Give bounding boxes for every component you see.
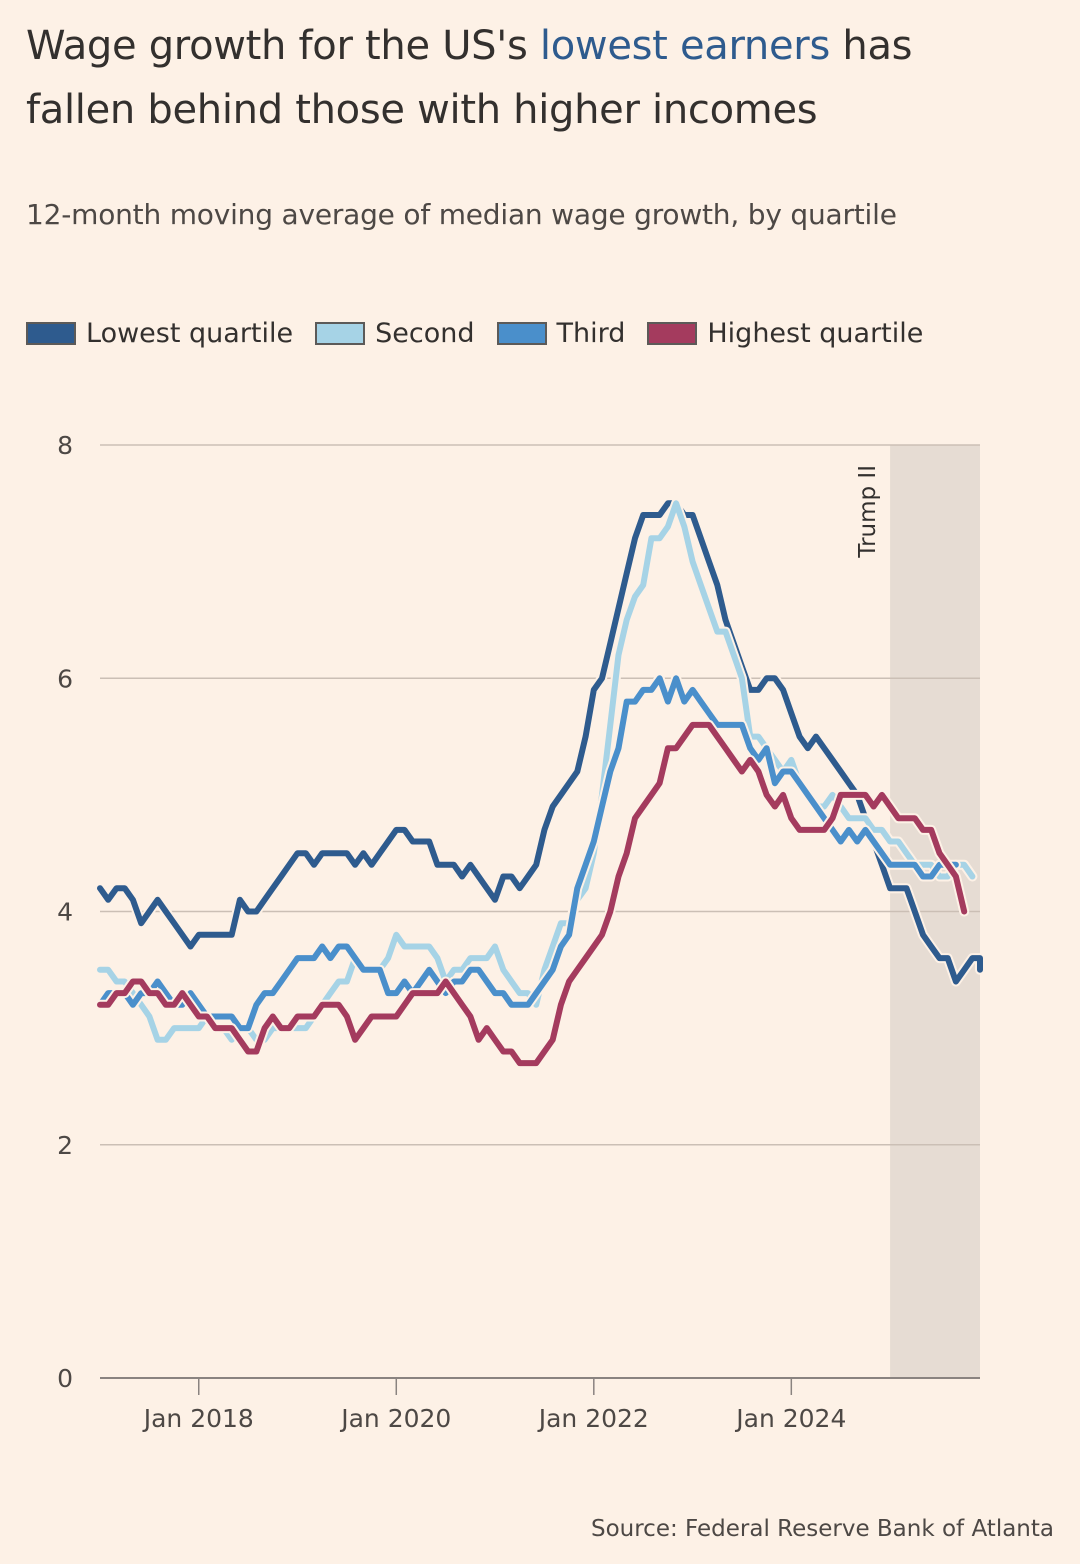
x-tick-label-2022-01: Jan 2022 xyxy=(537,1404,649,1433)
source-note: Source: Federal Reserve Bank of Atlanta xyxy=(590,1516,1054,1542)
y-tick-label-4: 4 xyxy=(57,898,73,927)
y-tick-label-0: 0 xyxy=(57,1364,73,1393)
legend-item-second: Second xyxy=(315,318,475,349)
series-line-highest xyxy=(97,721,968,1067)
title-part-2: has fallen behind those with higher inco… xyxy=(26,23,913,133)
series-line-third xyxy=(97,675,959,1032)
legend-swatch-third xyxy=(496,322,547,345)
legend-label-second: Second xyxy=(375,318,475,349)
title-highlight-lowest-earners: lowest earners xyxy=(539,23,830,69)
series-halo-lowest xyxy=(95,498,985,987)
annotation-label-trump-ii: Trump II xyxy=(855,465,881,559)
x-tick-label-2018-01: Jan 2018 xyxy=(142,1404,254,1433)
legend-item-third: Third xyxy=(496,318,626,349)
legend-swatch-second xyxy=(315,322,366,345)
title-part-1: Wage growth for the US's xyxy=(26,23,540,69)
legend-item-highest: Highest quartile xyxy=(647,318,923,349)
chart-subtitle: 12-month moving average of median wage g… xyxy=(26,198,897,231)
legend-swatch-lowest xyxy=(26,322,76,345)
y-tick-label-6: 6 xyxy=(57,664,73,693)
x-tick-label-2024-01: Jan 2024 xyxy=(734,1404,846,1433)
legend: Lowest quartile Second Third Highest qua… xyxy=(26,318,945,349)
series-line-lowest xyxy=(97,500,983,985)
legend-item-lowest: Lowest quartile xyxy=(26,318,293,349)
series-halo-third xyxy=(95,673,961,1034)
y-tick-label-2: 2 xyxy=(57,1131,73,1160)
legend-swatch-highest xyxy=(647,322,698,345)
chart-title: Wage growth for the US's lowest earners … xyxy=(26,14,1026,142)
legend-label-third: Third xyxy=(556,318,626,349)
y-tick-label-8: 8 xyxy=(57,431,73,460)
legend-label-lowest: Lowest quartile xyxy=(86,318,294,349)
x-tick-label-2020-01: Jan 2020 xyxy=(339,1404,451,1433)
legend-label-highest: Highest quartile xyxy=(707,318,924,349)
